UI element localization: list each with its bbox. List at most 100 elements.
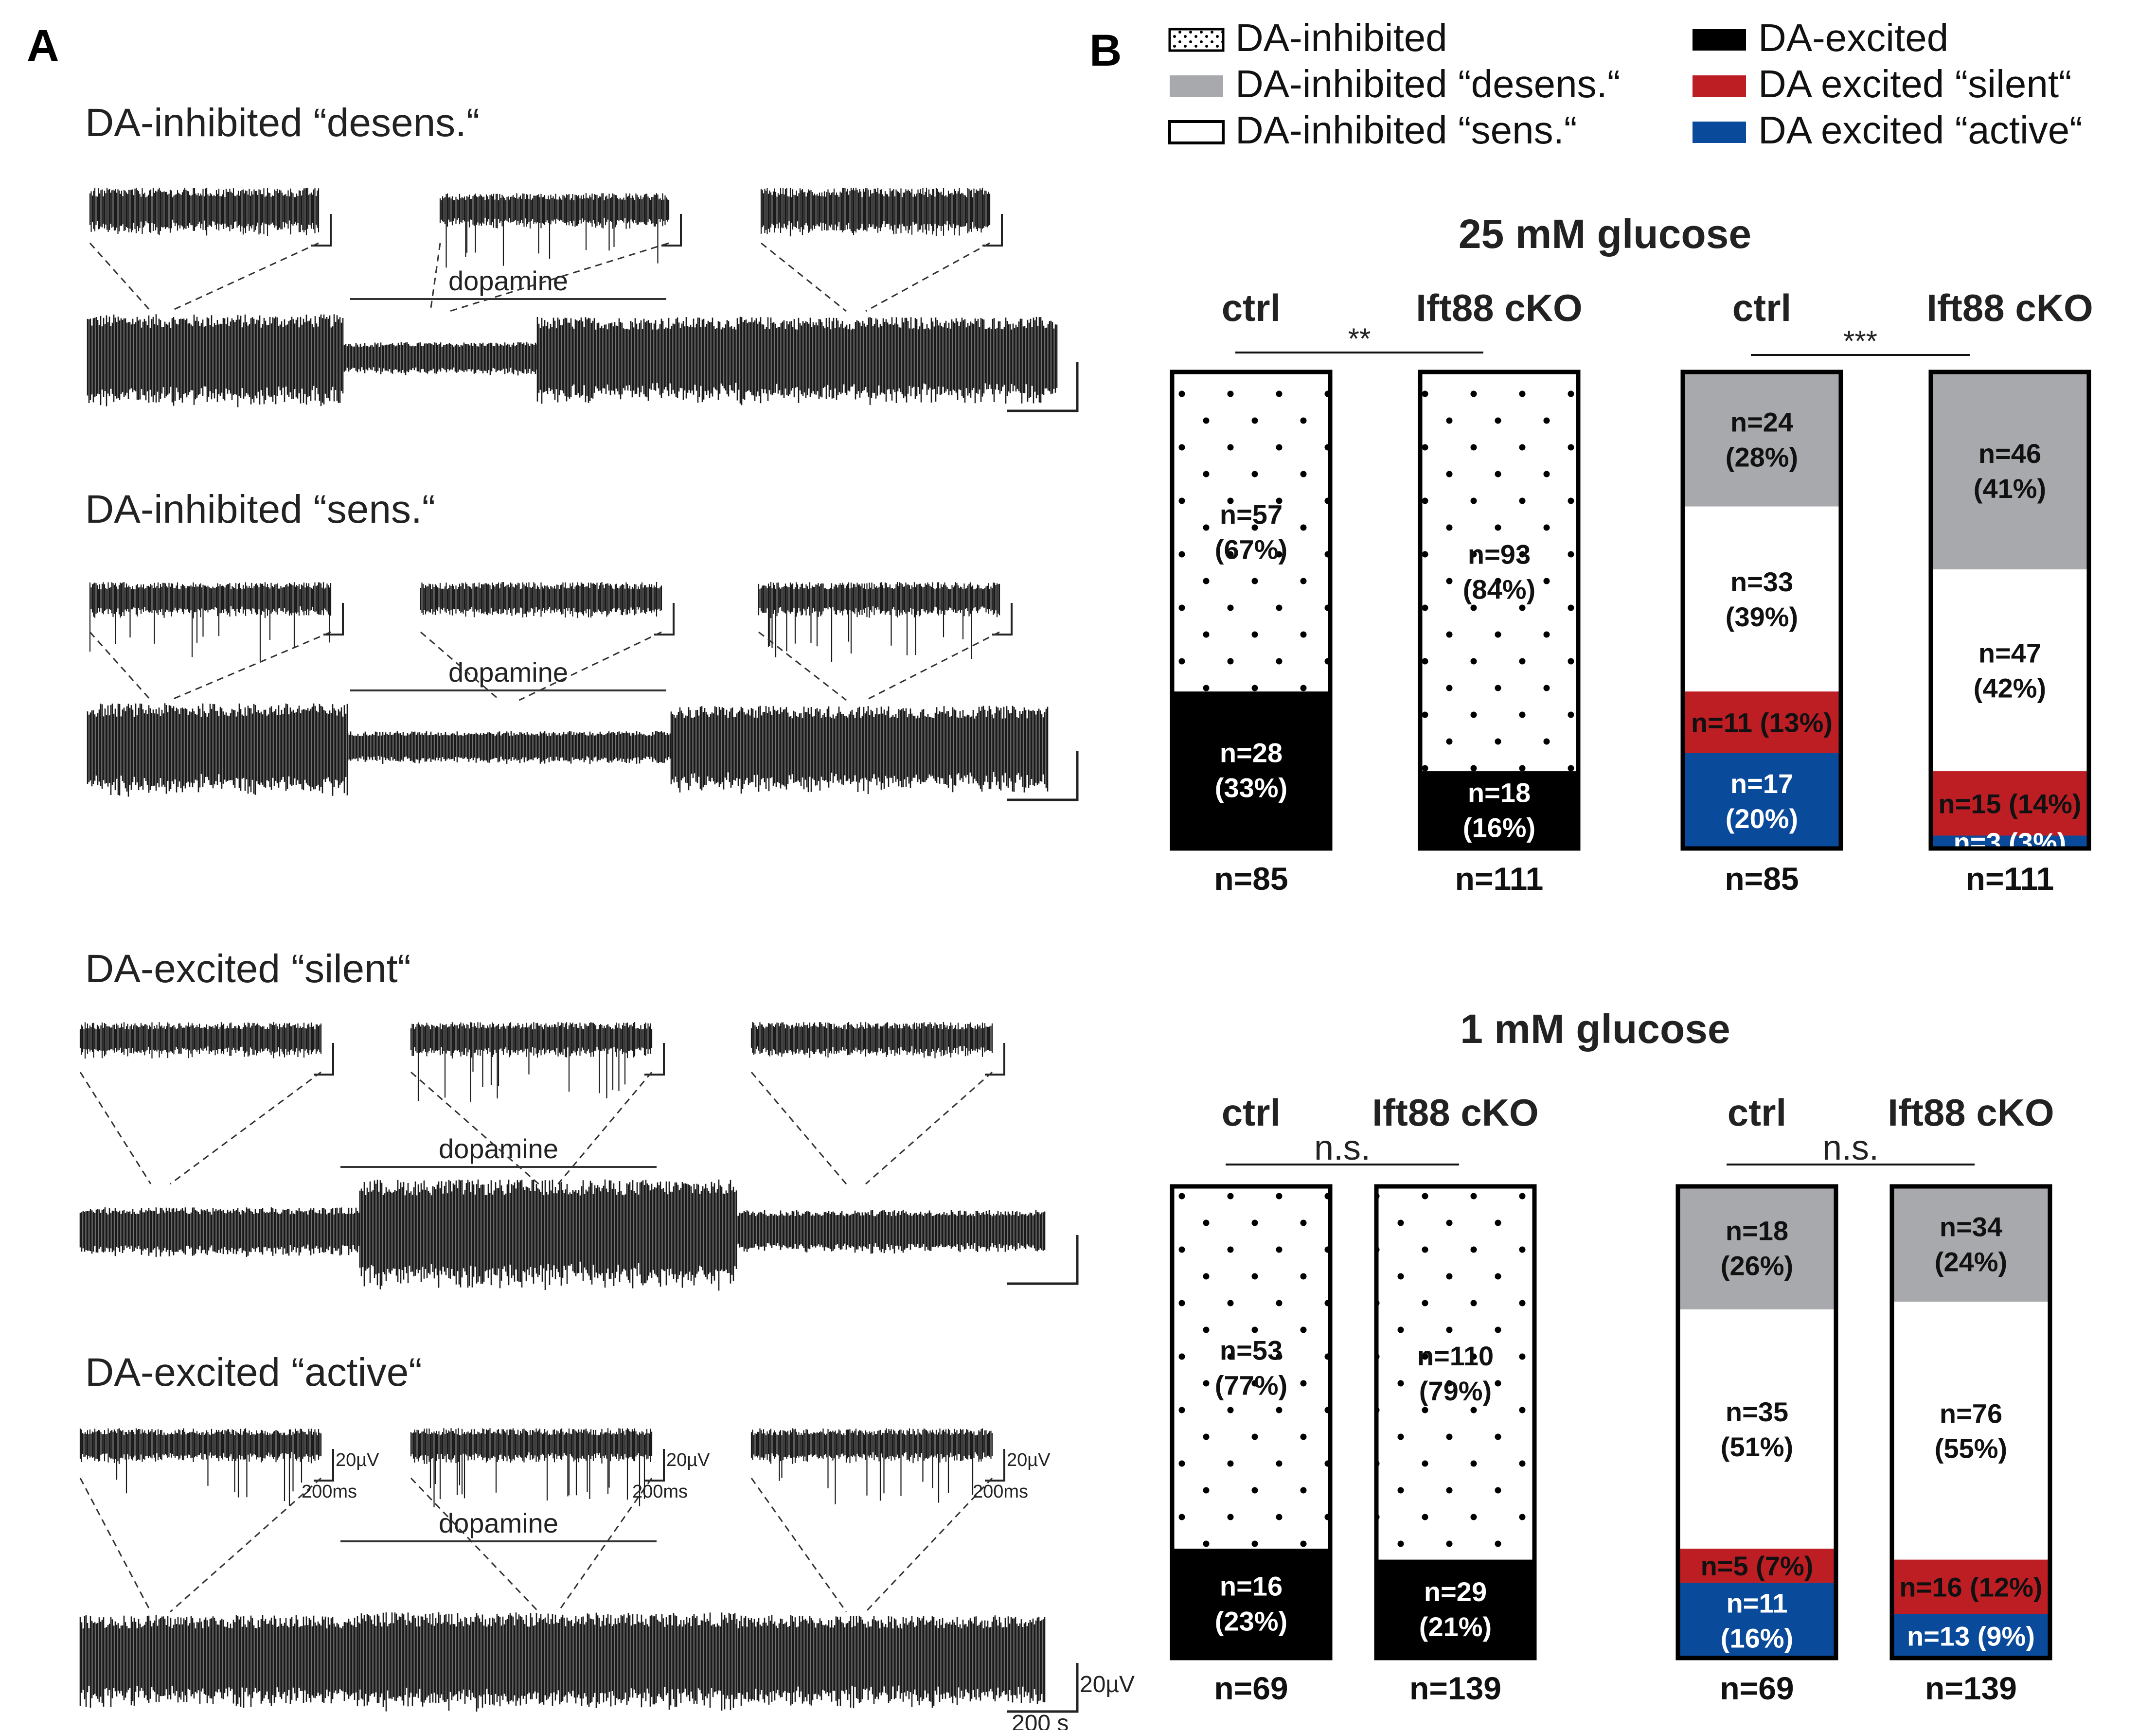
segment-label: n=46 — [1978, 438, 2041, 469]
trace-time-label: 200 s — [1012, 1711, 1069, 1730]
segment-label: n=53 — [1220, 1335, 1283, 1366]
category-label: Ift88 cKO — [1416, 286, 1582, 329]
zoom-line — [865, 631, 1000, 701]
bar-segment — [1172, 1549, 1330, 1658]
legend-swatch — [1693, 29, 1746, 51]
segment-label: n=11 — [1726, 1588, 1787, 1619]
segment-label: n=17 — [1730, 768, 1793, 799]
segment-label: n=11 (13%) — [1691, 707, 1833, 738]
dopamine-label: dopamine — [439, 1508, 558, 1538]
segment-label: n=3 (3%) — [1954, 827, 2067, 858]
trace-row: DA-excited “silent“ dopamine — [79, 947, 1079, 1291]
bar-segment — [1931, 372, 2089, 570]
inset-scale-bar — [661, 214, 682, 247]
segment-label: (67%) — [1215, 534, 1287, 565]
legend-label: DA-inhibited — [1235, 16, 1447, 59]
bar-segment — [1376, 1186, 1534, 1560]
bar-segment — [1376, 1559, 1534, 1658]
bar-segment — [1683, 372, 1841, 507]
bar-segment — [1892, 1302, 2050, 1560]
inset-signal — [410, 1022, 653, 1102]
inset-signal — [410, 1428, 653, 1507]
bar-segment — [1892, 1614, 2050, 1658]
inset-scale-bar — [644, 1449, 665, 1482]
segment-label: n=35 — [1726, 1396, 1788, 1427]
inset-scale-bar — [644, 1043, 665, 1076]
legend-label: DA excited “active“ — [1758, 108, 2083, 152]
trace-title: DA-inhibited “desens.“ — [85, 101, 480, 145]
bar-segment — [1892, 1559, 2050, 1614]
segment-label: (24%) — [1935, 1247, 2007, 1277]
bar-segment — [1892, 1186, 2050, 1302]
zoom-line — [518, 631, 662, 701]
segment-label: n=93 — [1468, 539, 1531, 570]
inset-scale-bar — [323, 603, 344, 636]
segment-label: (20%) — [1726, 803, 1798, 834]
segment-label: n=57 — [1220, 499, 1283, 530]
inset-scale-bar — [314, 1449, 334, 1482]
segment-label: (42%) — [1974, 673, 2046, 704]
charts-panel-b: 25 mM glucose ctrl n=85 n=57 (67%) n=28 (33%) I… — [1170, 211, 2093, 1706]
segment-label: n=16 (12%) — [1899, 1571, 2042, 1602]
stacked-bar-chart: ctrl n=85 n=24 (28%) n=33 (39%) n=11 (13%) n=17… — [1680, 286, 2093, 897]
segment-label: n=47 — [1978, 638, 2041, 669]
segment-label: (26%) — [1721, 1251, 1793, 1281]
trace-scale-bar — [1007, 362, 1079, 412]
zoom-line — [170, 1477, 321, 1613]
inset-amp-label: 20µV — [666, 1450, 710, 1470]
dopamine-label: dopamine — [439, 1133, 558, 1164]
inset-amp-label: 20µV — [336, 1450, 379, 1470]
bar-segment — [1172, 1186, 1330, 1549]
trace-amp-label: 20µV — [1080, 1672, 1135, 1697]
chart-title: 1 mM glucose — [1460, 1006, 1730, 1052]
segment-label: (77%) — [1215, 1370, 1287, 1401]
zoom-line — [557, 1478, 653, 1612]
segment-label: n=18 — [1468, 777, 1531, 808]
segment-label: n=76 — [1940, 1398, 2002, 1429]
bar-segment — [1683, 691, 1841, 753]
segment-label: (16%) — [1463, 812, 1535, 843]
inset-time-label: 200ms — [632, 1482, 688, 1502]
bar-segment — [1678, 1549, 1836, 1583]
segment-label: (33%) — [1215, 773, 1287, 803]
bar-outline — [1170, 1184, 1333, 1660]
inset-signal — [750, 1428, 993, 1504]
bar-segment — [1678, 1583, 1836, 1658]
bar-segment — [1678, 1309, 1836, 1549]
total-label: n=85 — [1214, 861, 1288, 897]
inset-scale-bar — [985, 1449, 1005, 1482]
category-label: Ift88 cKO — [1888, 1091, 2054, 1134]
segment-label: n=34 — [1940, 1212, 2002, 1242]
chart-title: 25 mM glucose — [1459, 211, 1751, 257]
inset-signal — [89, 582, 332, 662]
total-label: n=69 — [1214, 1670, 1288, 1706]
segment-label: (51%) — [1721, 1431, 1793, 1462]
bar-segment — [1172, 372, 1330, 692]
inset-signal — [420, 582, 662, 618]
segment-label: (23%) — [1215, 1606, 1287, 1637]
segment-label: n=5 (7%) — [1701, 1551, 1814, 1581]
segment-label: (41%) — [1974, 473, 2046, 504]
zoom-line — [750, 1478, 847, 1612]
total-label: n=85 — [1725, 861, 1799, 897]
inset-time-label: 200ms — [973, 1482, 1028, 1502]
segment-label: (16%) — [1721, 1623, 1793, 1654]
trace-title: DA-excited “silent“ — [85, 947, 411, 991]
segment-label: (55%) — [1935, 1433, 2007, 1464]
zoom-line — [79, 1478, 152, 1612]
category-label: ctrl — [1222, 1091, 1281, 1134]
bar-segment — [1683, 753, 1841, 848]
legend-label: DA-excited — [1758, 16, 1948, 59]
bar-segment — [1172, 691, 1330, 848]
zoom-line — [170, 1071, 321, 1185]
legend-swatch — [1170, 75, 1223, 97]
bar-outline — [1374, 1184, 1537, 1660]
legend-label: DA-inhibited “sens.“ — [1235, 108, 1577, 152]
inset-signal — [760, 188, 991, 237]
zoom-line — [865, 1477, 993, 1613]
zoom-line — [170, 631, 331, 701]
legend-swatch — [1693, 75, 1746, 97]
zoom-line — [429, 243, 441, 312]
segment-label: n=13 (9%) — [1907, 1621, 2035, 1652]
